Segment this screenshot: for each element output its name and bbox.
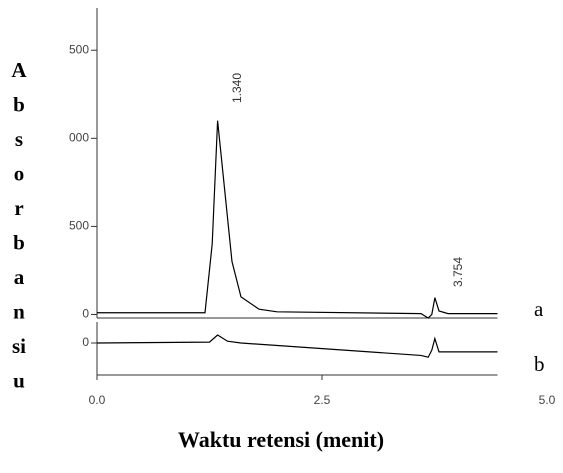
y-axis-label: o [14, 161, 25, 185]
y-tick-label: 0 [82, 307, 89, 321]
trace [96, 334, 498, 358]
peak-label: 3.754 [451, 257, 465, 287]
x-axis-label: Waktu retensi (menit) [178, 427, 384, 452]
y-tick-label: 500 [69, 42, 89, 56]
y-axis-label: s [15, 127, 23, 151]
y-axis-label: b [13, 92, 25, 116]
trace [97, 120, 498, 319]
y-axis-label: A [11, 58, 27, 82]
panel-label: b [534, 352, 545, 376]
x-tick-label: 0.0 [89, 393, 106, 407]
y-tick-label: 000 [69, 130, 89, 144]
peak-label: 1.340 [230, 73, 244, 103]
y-tick-label: 500 [69, 219, 89, 233]
x-tick-label: 5.0 [539, 393, 556, 407]
y-axis-label: a [14, 265, 25, 289]
y-axis-label: b [13, 230, 25, 254]
y-axis-label: u [13, 368, 25, 392]
y-axis-label: si [12, 334, 26, 358]
y-tick-label: 0 [82, 335, 89, 349]
y-axis-label: r [14, 196, 23, 220]
y-axis-label: n [13, 299, 25, 323]
x-tick-label: 2.5 [314, 393, 331, 407]
panel-label: a [534, 297, 544, 321]
